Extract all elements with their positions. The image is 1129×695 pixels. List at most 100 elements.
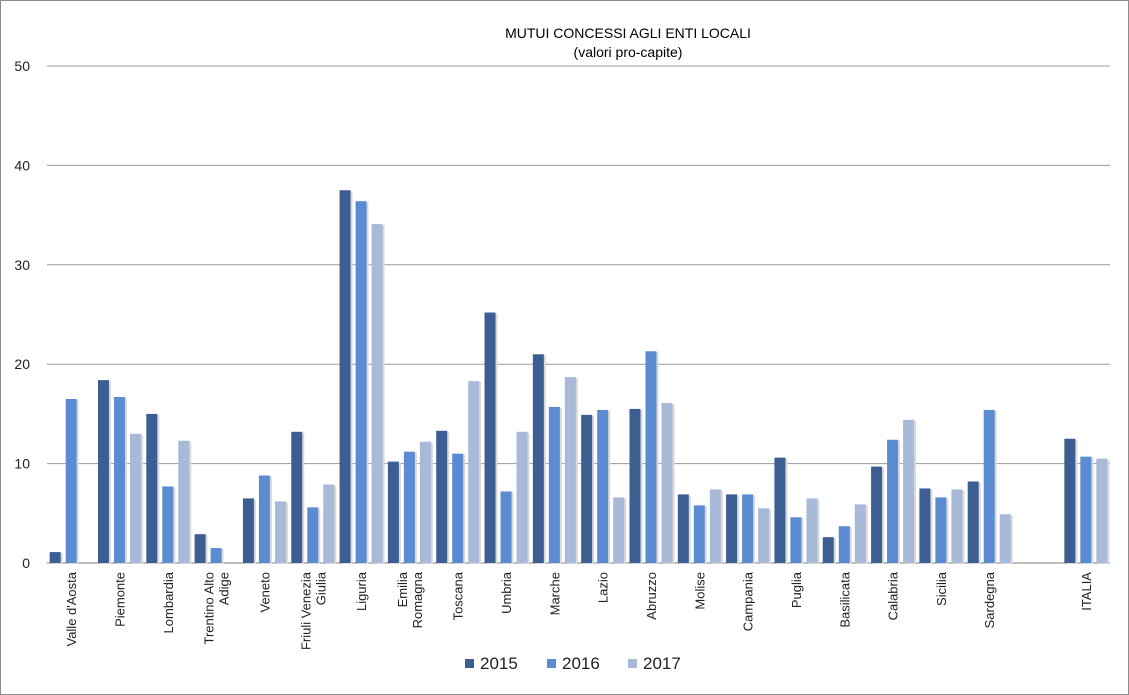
bar-2015 [919,488,931,563]
x-tick-label-line: Sardegna [982,571,997,628]
bar-2015 [194,534,206,563]
x-tick-label: Umbria [499,571,514,614]
x-tick-label-line: Liguria [354,571,369,611]
x-tick-label-line: Lombardia [161,571,176,633]
y-tick-label: 30 [14,257,30,273]
x-tick-label: Calabria [886,571,901,620]
x-tick-label: Marche [547,572,562,615]
y-tick-label: 10 [14,456,30,472]
x-tick-label: Piemonte [112,572,127,627]
x-tick-label-line: Calabria [886,571,901,620]
bar-2016 [935,497,947,563]
bar-2017 [709,489,721,563]
bar-2016 [1080,456,1092,563]
bar-2017 [274,501,286,563]
x-axis-labels: Valle d'Aosta Piemonte Lombardia Trentino A… [64,571,1094,650]
bar-2015 [291,431,303,563]
bar-2016 [113,397,125,563]
bar-2016 [452,453,464,563]
bar-2015 [49,552,61,563]
x-tick-label-line: Adige [217,572,232,605]
x-tick-label-line: ITALIA [1079,572,1094,611]
bar-2015 [387,461,399,563]
bar-2016 [693,505,705,563]
x-tick-label-line: Toscana [451,571,466,620]
bar-2017 [468,381,480,563]
x-tick-label-line: Emilia [395,571,410,607]
bar-2015 [677,494,689,563]
bar-2015 [629,408,641,563]
bar-2017 [1096,458,1108,563]
bars [49,190,1110,564]
legend-label-2016: 2016 [562,654,600,673]
bar-2015 [774,457,786,563]
bar-2017 [371,224,383,563]
x-tick-label-line: Veneto [257,572,272,613]
x-tick-label-line: Sicilia [934,571,949,606]
x-tick-label: Campania [741,571,756,631]
y-tick-label: 0 [22,555,30,571]
bar-2015 [726,494,738,563]
bar-2016 [65,398,77,563]
bar-2016 [742,494,754,563]
bar-2015 [822,537,834,563]
bar-2016 [500,491,512,563]
bar-2015 [581,414,593,563]
bar-2016 [307,507,319,563]
bar-2016 [258,475,270,563]
x-tick-label-line: Lazio [596,572,611,603]
bar-2015 [532,354,544,563]
bar-2017 [613,497,625,563]
x-tick-label-line: Umbria [499,571,514,614]
bar-2016 [597,409,609,563]
x-tick-label: Emilia Romagna [395,571,425,628]
bar-2017 [951,489,963,563]
x-tick-label-line: Puglia [789,571,804,608]
legend-swatch-2015 [465,659,474,668]
bar-2017 [178,440,190,563]
x-tick-label-line: Basilicata [837,571,852,627]
bar-2015 [484,312,496,563]
y-axis-ticks: 0 10 20 30 40 50 [14,58,30,571]
bar-2016 [887,439,899,563]
x-tick-label-line: Romagna [410,571,425,628]
x-tick-label: ITALIA [1079,572,1094,611]
y-tick-label: 20 [14,356,30,372]
x-tick-label: Sicilia [934,571,949,606]
bar-2015 [339,190,351,563]
x-tick-label-line: Trentino Alto [202,572,217,645]
x-tick-label-line: Giulia [313,571,328,605]
x-tick-label-line: Abruzzo [644,572,659,620]
bar-2015 [871,466,883,563]
x-tick-label: Liguria [354,571,369,611]
bar-2016 [790,517,802,563]
chart-title: MUTUI CONCESSI AGLI ENTI LOCALI [505,25,751,41]
bar-2017 [129,433,141,563]
bar-2017 [516,431,528,563]
legend-swatch-2016 [547,659,556,668]
x-tick-label-line: Valle d'Aosta [64,571,79,646]
bar-2017 [323,484,335,563]
bar-2017 [999,514,1011,563]
bar-2017 [854,504,866,563]
bar-2016 [548,406,560,563]
x-tick-label-line: Friuli Venezia [298,571,313,650]
bar-2016 [645,351,657,563]
x-tick-label: Friuli Venezia Giulia [298,571,328,650]
bar-2017 [903,419,915,563]
bar-2015 [146,413,158,563]
bar-2016 [838,526,850,563]
x-tick-label: Sardegna [982,571,997,628]
x-tick-label-line: Campania [741,571,756,631]
x-tick-label-line: Marche [547,572,562,615]
legend-label-2017: 2017 [643,654,681,673]
x-tick-label-line: Piemonte [112,572,127,627]
bar-2017 [806,498,818,563]
bar-2017 [419,441,431,563]
x-tick-label: Lombardia [161,571,176,633]
bar-2016 [403,451,415,563]
x-tick-label: Molise [692,572,707,610]
legend-swatch-2017 [628,659,637,668]
